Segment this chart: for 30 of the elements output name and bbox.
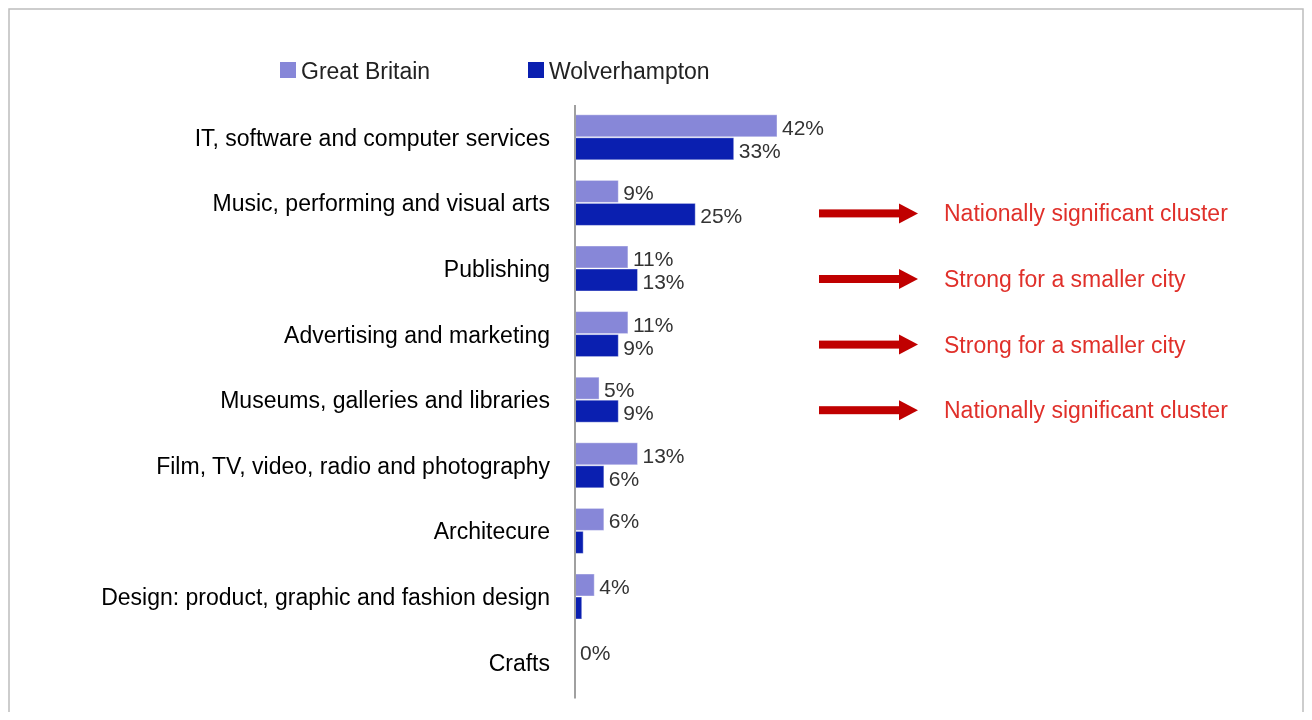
- data-label: 5%: [604, 378, 635, 402]
- y-tick-label: Museums, galleries and libraries: [220, 387, 550, 414]
- data-label: 25%: [700, 204, 743, 228]
- legend-label: Great Britain: [301, 58, 431, 84]
- data-label: 11%: [632, 312, 674, 336]
- y-tick-label: Advertising and marketing: [284, 321, 550, 348]
- text: Nationally significant cluster: [944, 200, 1229, 227]
- text: Strong for a smaller city: [944, 331, 1187, 358]
- data-label: 33%: [738, 138, 781, 162]
- data-label: 11%: [632, 247, 674, 270]
- data-label: 42%: [782, 115, 825, 139]
- data-label: 13%: [642, 443, 685, 467]
- data-label: 6%: [608, 509, 640, 533]
- y-tick-label: IT, software and computer services: [194, 124, 550, 151]
- y-tick-label: Music, performing and visual arts: [212, 190, 550, 217]
- y-tick-label: Crafts: [488, 649, 550, 676]
- y-tick-label: Publishing: [443, 256, 550, 282]
- text: Strong for a smaller city: [944, 266, 1187, 292]
- data-label: 13%: [642, 270, 685, 293]
- y-tick-label: Film, TV, video, radio and photography: [156, 452, 551, 479]
- y-tick-label: Architecure: [433, 518, 550, 545]
- data-label: 4%: [599, 575, 630, 598]
- y-tick-label: Design: product, graphic and fashion design: [101, 584, 550, 610]
- data-label: 9%: [623, 401, 654, 425]
- data-label: 9%: [623, 335, 654, 359]
- data-label: 6%: [608, 466, 640, 490]
- data-label: 9%: [623, 181, 654, 205]
- legend-label: Wolverhampton: [549, 58, 710, 84]
- text: Nationally significant cluster: [944, 397, 1229, 424]
- data-label: 0%: [580, 640, 611, 664]
